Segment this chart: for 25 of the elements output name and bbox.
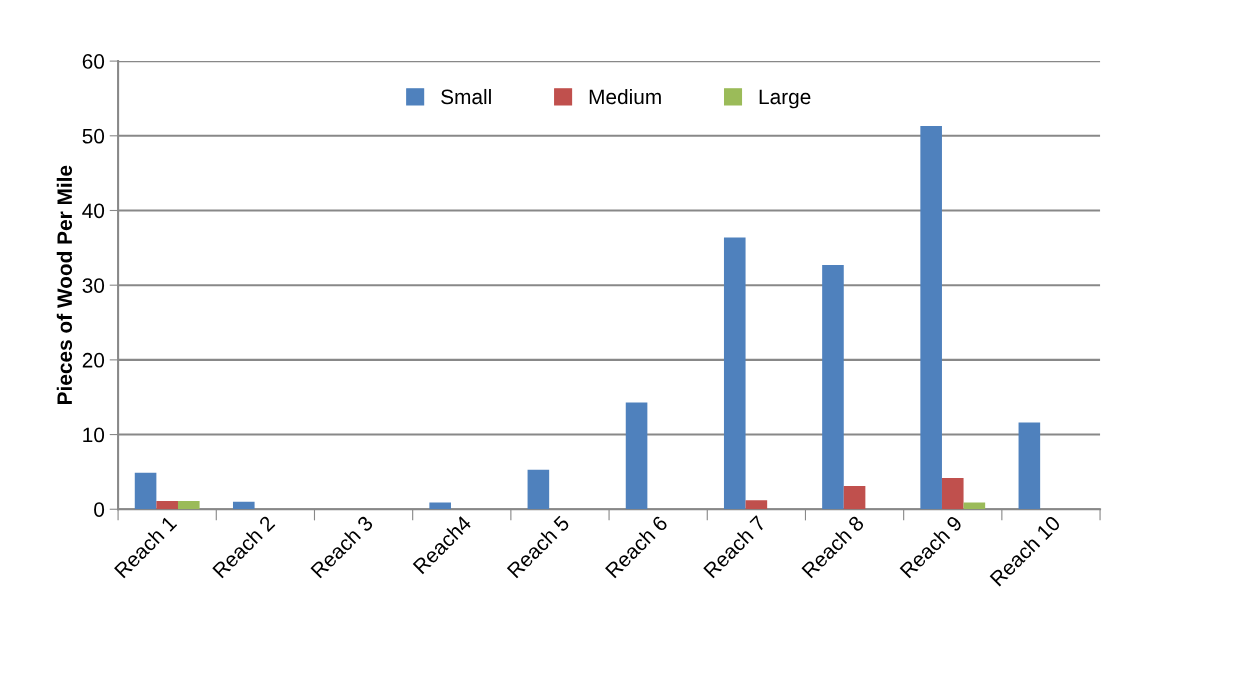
y-tick-label: 60 (82, 54, 105, 69)
bar (920, 126, 942, 510)
y-axis-title: Pieces of Wood Per Mile (56, 165, 73, 404)
bar (843, 486, 866, 510)
bar (429, 502, 451, 510)
bar (156, 501, 178, 510)
bar (177, 501, 200, 510)
y-tick-label: 50 (82, 128, 105, 144)
bar (134, 472, 157, 510)
bar (1018, 422, 1041, 510)
bar (723, 237, 746, 510)
y-tick-label: 20 (82, 352, 105, 368)
y-tick-label: 10 (83, 427, 105, 443)
legend-label: Small (441, 88, 491, 105)
bar (941, 477, 964, 510)
bar (527, 469, 550, 510)
bar (232, 501, 255, 510)
legend-label: Medium (589, 88, 661, 105)
y-tick-label: 30 (82, 278, 105, 293)
y-tick-label: 40 (82, 203, 105, 219)
bar (822, 265, 844, 510)
bar (745, 500, 768, 510)
bar (625, 402, 648, 510)
y-tick-label: 0 (94, 502, 105, 517)
legend-label: Large (759, 89, 811, 109)
